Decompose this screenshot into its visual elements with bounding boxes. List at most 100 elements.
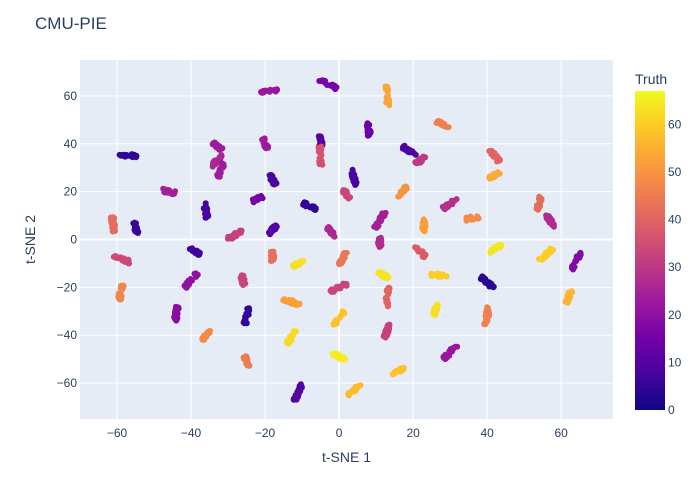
- data-point: [366, 121, 373, 128]
- cluster: [267, 248, 278, 264]
- data-point: [331, 233, 338, 240]
- cluster: [110, 253, 133, 267]
- data-point: [241, 355, 247, 362]
- data-point: [463, 216, 470, 223]
- cluster: [430, 301, 441, 319]
- data-point: [326, 225, 333, 232]
- colorbar-tick-label: 20: [668, 308, 682, 322]
- chart-title: CMU-PIE: [35, 14, 107, 33]
- data-point: [351, 388, 358, 395]
- cluster: [439, 196, 460, 213]
- data-point: [411, 150, 418, 157]
- colorbar-gradient: [635, 91, 665, 410]
- cluster: [535, 245, 556, 263]
- cluster: [116, 151, 140, 161]
- data-point: [383, 287, 390, 294]
- data-point: [240, 282, 247, 288]
- cluster: [290, 381, 305, 403]
- data-point: [543, 250, 550, 257]
- data-point: [116, 296, 123, 303]
- data-point: [397, 368, 404, 375]
- cluster: [568, 249, 584, 273]
- cluster: [181, 270, 201, 291]
- cluster: [240, 305, 253, 327]
- data-point: [120, 256, 127, 263]
- data-point: [263, 144, 270, 151]
- cluster: [412, 153, 429, 167]
- y-tick-labels: −60 −40 −20 0 20 40 60: [57, 89, 78, 390]
- data-point: [349, 168, 356, 175]
- data-point: [367, 129, 374, 135]
- data-point: [572, 258, 579, 264]
- data-point: [267, 248, 274, 255]
- data-point: [340, 253, 346, 260]
- colorbar-tick-label: 40: [668, 213, 682, 227]
- data-point: [403, 184, 410, 191]
- data-point: [436, 118, 443, 124]
- data-point: [266, 172, 273, 179]
- data-point: [441, 206, 448, 213]
- data-point: [126, 152, 133, 159]
- data-point: [336, 261, 343, 268]
- cluster: [382, 284, 393, 310]
- data-point: [544, 214, 550, 221]
- data-point: [488, 147, 495, 154]
- x-tick-label: −20: [255, 426, 276, 440]
- data-point: [299, 258, 306, 265]
- cluster: [209, 139, 226, 153]
- data-point: [204, 205, 211, 212]
- data-point: [336, 285, 343, 292]
- cluster: [160, 185, 179, 198]
- data-points: [107, 77, 584, 403]
- data-point: [290, 396, 297, 403]
- data-point: [225, 235, 231, 242]
- cluster: [130, 219, 142, 236]
- data-point: [443, 353, 450, 360]
- data-point: [483, 317, 490, 324]
- data-point: [475, 215, 481, 222]
- data-point: [237, 274, 244, 281]
- colorbar-tick-label: 10: [668, 355, 682, 369]
- cluster: [428, 270, 450, 280]
- cluster: [107, 214, 119, 235]
- data-point: [257, 195, 264, 201]
- data-point: [334, 350, 341, 357]
- cluster: [486, 169, 503, 182]
- cluster: [265, 222, 280, 238]
- data-point: [259, 89, 266, 96]
- x-tick-labels: −60 −40 −20 0 20 40 60: [107, 426, 568, 440]
- data-point: [267, 257, 274, 264]
- y-axis-title: t-SNE 2: [22, 215, 38, 264]
- y-tick-label: 0: [70, 233, 77, 247]
- data-point: [284, 340, 291, 347]
- data-point: [215, 173, 222, 180]
- cluster: [209, 152, 225, 170]
- cluster: [280, 296, 303, 309]
- data-point: [568, 288, 575, 295]
- data-point: [297, 381, 304, 388]
- data-point: [439, 122, 446, 129]
- cluster: [199, 327, 213, 343]
- x-tick-label: 60: [555, 426, 569, 440]
- data-point: [195, 251, 201, 258]
- cluster: [375, 269, 392, 282]
- data-point: [400, 188, 407, 195]
- data-point: [317, 149, 324, 156]
- cluster: [300, 199, 319, 213]
- data-point: [492, 245, 498, 252]
- data-point: [350, 176, 357, 183]
- cluster: [399, 142, 419, 158]
- data-point: [352, 182, 359, 188]
- cluster: [463, 213, 482, 224]
- data-point: [445, 124, 452, 131]
- x-tick-label: −60: [107, 426, 128, 440]
- data-point: [330, 83, 337, 90]
- data-point: [322, 79, 329, 86]
- data-point: [210, 160, 217, 166]
- data-point: [373, 221, 380, 228]
- data-point: [317, 78, 324, 84]
- x-tick-label: 40: [480, 426, 494, 440]
- data-point: [486, 283, 493, 290]
- data-point: [384, 94, 391, 101]
